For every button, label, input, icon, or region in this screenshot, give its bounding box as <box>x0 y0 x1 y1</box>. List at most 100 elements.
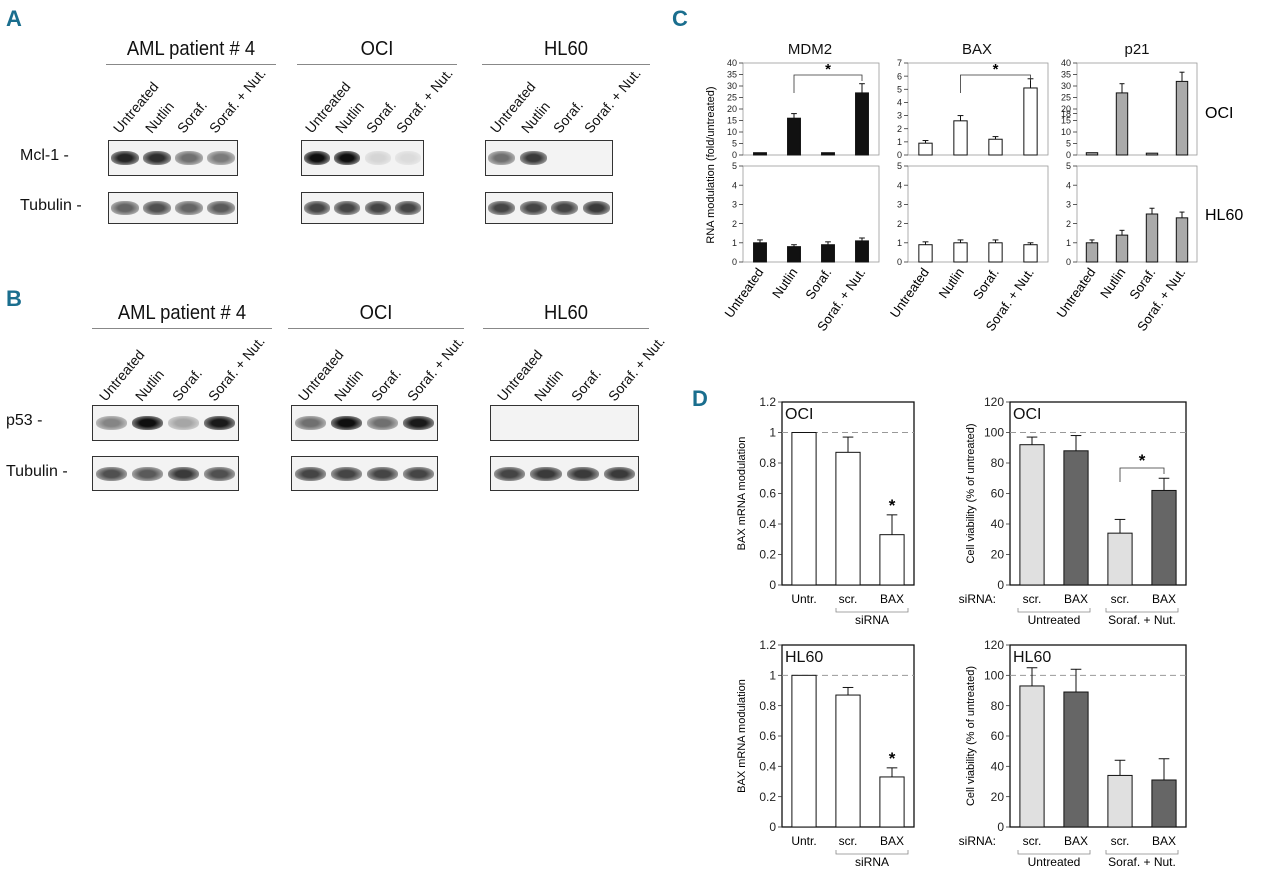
bar <box>1085 152 1099 156</box>
x-tick-label: Untr. <box>791 834 816 848</box>
y-tick-label: 1 <box>769 669 776 683</box>
band <box>551 201 579 215</box>
group-label: Untreated <box>1028 855 1081 869</box>
y-tick-label: 0.6 <box>759 487 776 501</box>
x-tick-label: BAX <box>880 834 904 848</box>
blot-group-underline <box>92 328 272 329</box>
y-tick-label: 4 <box>1066 180 1071 190</box>
y-tick-label: 5 <box>1066 161 1071 171</box>
y-tick-label: 0 <box>1066 150 1071 160</box>
band <box>111 151 139 165</box>
panel-letter-c: C <box>672 6 688 31</box>
blot-group-title: AML patient # 4 <box>126 38 256 60</box>
row-label-hl60: HL60 <box>1205 207 1243 224</box>
y-tick-label: 0.4 <box>759 517 776 531</box>
y-tick-label: 0.4 <box>759 760 776 774</box>
y-tick-label: 40 <box>991 760 1005 774</box>
y-tick-label: 35 <box>1061 70 1071 80</box>
chart-title: MDM2 <box>788 41 832 58</box>
y-tick-label: 3 <box>1066 200 1071 210</box>
group-bracket <box>1017 850 1091 855</box>
band <box>403 416 435 430</box>
x-tick-label: scr. <box>1111 834 1130 848</box>
x-tick-label: Untr. <box>791 592 816 606</box>
bar <box>855 92 869 156</box>
y-tick-label: 5 <box>732 161 737 171</box>
band <box>530 466 562 481</box>
band <box>168 466 200 481</box>
band <box>175 151 203 165</box>
row-label: p53 - <box>6 412 43 429</box>
chart-frame <box>907 62 1049 156</box>
blot-tubulin <box>301 192 424 224</box>
significance-star: * <box>993 61 999 78</box>
panel-letter-a: A <box>6 6 22 31</box>
y-tick-label: 120 <box>984 395 1004 409</box>
blot-tubulin <box>291 456 438 491</box>
y-tick-label: 10 <box>727 127 737 137</box>
group-bracket <box>1017 608 1091 613</box>
y-tick-label: 20 <box>1061 104 1071 114</box>
y-tick-label: 0 <box>997 820 1004 834</box>
y-tick-label: 1.2 <box>759 395 776 409</box>
y-tick-label: 4 <box>897 98 902 108</box>
y-tick-label: 0 <box>732 257 737 267</box>
group-bracket <box>1105 608 1179 613</box>
blot-group-title: OCI <box>359 302 393 324</box>
x-tick-label: Soraf. <box>970 265 1002 302</box>
bar <box>918 142 933 156</box>
bar <box>1063 450 1089 586</box>
blot-p53 <box>291 405 438 441</box>
bar <box>1019 685 1045 828</box>
x-tick-label: Nutlin <box>936 265 967 301</box>
y-tick-label: 0.8 <box>759 456 776 470</box>
y-axis-label: Cell viability (% of untreated) <box>965 423 977 563</box>
blot-group-underline <box>297 64 457 65</box>
bar <box>1175 80 1189 156</box>
band <box>204 416 236 430</box>
y-tick-label: 0 <box>897 150 902 160</box>
cell-line-label: OCI <box>1013 406 1041 423</box>
band <box>131 416 163 430</box>
bar <box>1019 444 1045 586</box>
x-tick-label: Soraf. <box>802 265 834 302</box>
band <box>519 151 547 165</box>
chart-title: p21 <box>1124 41 1149 58</box>
y-tick-label: 0.8 <box>759 699 776 713</box>
bar <box>787 246 801 263</box>
y-tick-label: 2 <box>1066 219 1071 229</box>
y-tick-label: 0 <box>897 257 902 267</box>
chart-title: BAX <box>962 41 992 58</box>
y-tick-label: 0 <box>769 578 776 592</box>
band <box>95 416 127 430</box>
y-tick-label: 40 <box>991 517 1005 531</box>
blot-group-title: AML patient # 4 <box>117 302 247 324</box>
y-tick-label: 15 <box>727 116 737 126</box>
group-label: Untreated <box>1028 613 1081 627</box>
band <box>131 466 163 481</box>
y-tick-label: 25 <box>727 93 737 103</box>
x-tick-label: Nutlin <box>1097 265 1128 301</box>
band <box>582 201 610 215</box>
y-tick-label: 0.2 <box>759 548 776 562</box>
panel-letter-b: B <box>6 286 22 311</box>
blot-tubulin <box>108 192 238 224</box>
band <box>493 466 526 481</box>
band <box>294 416 326 430</box>
y-tick-label: 20 <box>991 548 1005 562</box>
x-tick-label: Nutlin <box>769 265 800 301</box>
blot-group-underline <box>483 328 649 329</box>
panel-c-y-axis-label: RNA modulation (fold/untreated) <box>705 86 717 243</box>
band <box>334 201 361 215</box>
band <box>294 466 326 481</box>
y-tick-label: 2 <box>732 219 737 229</box>
band <box>403 466 435 481</box>
bar <box>753 242 767 263</box>
row-label: Tubulin - <box>6 462 68 480</box>
y-tick-label: 1 <box>897 238 902 248</box>
cell-line-label: HL60 <box>785 649 823 666</box>
y-tick-label: 25 <box>1061 93 1071 103</box>
band <box>519 201 547 215</box>
y-tick-label: 0 <box>732 150 737 160</box>
